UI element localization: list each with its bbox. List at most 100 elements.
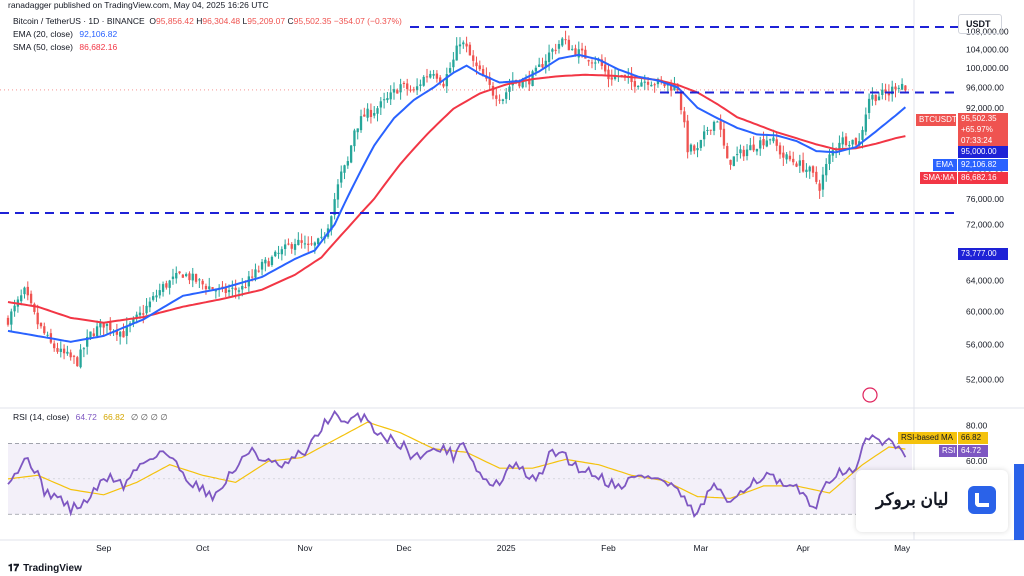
symbol-title[interactable]: Bitcoin / TetherUS · 1D · BINANCE bbox=[13, 16, 145, 26]
candle-body bbox=[330, 216, 333, 231]
high-value: 96,304.48 bbox=[202, 16, 241, 26]
candle-body bbox=[696, 148, 699, 151]
candle-body bbox=[765, 140, 768, 147]
candle-body bbox=[135, 314, 138, 319]
candle-body bbox=[72, 355, 76, 357]
candle-body bbox=[699, 139, 703, 148]
candle-body bbox=[871, 94, 874, 100]
candle-body bbox=[435, 73, 439, 79]
candle-body bbox=[554, 49, 557, 51]
candle-body bbox=[653, 84, 656, 86]
candle-body bbox=[613, 75, 617, 80]
close-label: C bbox=[287, 16, 294, 26]
legend-sma[interactable]: SMA (50, close) 86,682.16 bbox=[13, 42, 121, 52]
candle-body bbox=[848, 144, 851, 147]
btc-countdown-label: 07:33:24 bbox=[958, 135, 1008, 147]
candle-body bbox=[584, 49, 587, 59]
close-value: 95,502.35 bbox=[293, 16, 332, 26]
open-label: O bbox=[149, 16, 156, 26]
ohlc-header: Bitcoin / TetherUS · 1D · BINANCE O95,85… bbox=[13, 16, 402, 26]
price-tick-label: 52,000.00 bbox=[966, 375, 1004, 385]
legend-rsi-ma-value: 66.82 bbox=[103, 412, 125, 422]
candle-body bbox=[102, 322, 105, 328]
candle-body bbox=[861, 129, 864, 140]
candle-body bbox=[211, 287, 214, 290]
price-tick-label: 104,000.00 bbox=[966, 44, 1009, 54]
candle-body bbox=[171, 276, 175, 279]
candle-body bbox=[772, 137, 775, 142]
candle-body bbox=[36, 312, 39, 325]
legend-ema[interactable]: EMA (20, close) 92,106.82 bbox=[13, 29, 121, 39]
legend-ema-value: 92,106.82 bbox=[79, 29, 118, 39]
price-tick-label: 64,000.00 bbox=[966, 276, 1004, 286]
price-tick-label: 76,000.00 bbox=[966, 194, 1004, 204]
candle-body bbox=[161, 284, 165, 292]
candle-body bbox=[241, 286, 244, 290]
candle-body bbox=[838, 142, 841, 150]
candle-body bbox=[6, 317, 10, 325]
candle-body bbox=[10, 311, 13, 325]
candle-body bbox=[726, 146, 729, 159]
candle-body bbox=[495, 95, 498, 99]
time-tick-label: Sep bbox=[96, 543, 111, 553]
sma-tag: SMA:MA bbox=[920, 172, 957, 184]
candle-body bbox=[452, 59, 455, 68]
candle-body bbox=[280, 249, 283, 255]
candle-body bbox=[801, 160, 805, 172]
candle-body bbox=[683, 111, 686, 123]
candle-body bbox=[425, 76, 429, 78]
candle-body bbox=[828, 154, 831, 164]
candle-body bbox=[551, 49, 554, 52]
price-tick-label: 56,000.00 bbox=[966, 339, 1004, 349]
candle-body bbox=[439, 77, 442, 83]
candle-body bbox=[333, 199, 336, 216]
candle-body bbox=[792, 158, 795, 163]
candle-body bbox=[607, 69, 610, 80]
candle-body bbox=[99, 322, 102, 328]
candle-body bbox=[722, 128, 726, 146]
candle-body bbox=[640, 82, 643, 87]
candle-body bbox=[145, 305, 148, 314]
candle-body bbox=[574, 48, 577, 56]
candle-body bbox=[254, 269, 257, 278]
candle-body bbox=[422, 76, 425, 86]
candle-body bbox=[346, 161, 349, 166]
candle-body bbox=[62, 348, 66, 354]
currency-label: USDT bbox=[966, 19, 991, 29]
candle-body bbox=[534, 67, 538, 72]
candle-body bbox=[264, 259, 267, 264]
price-tick-label: 100,000.00 bbox=[966, 63, 1009, 73]
currency-selector[interactable] bbox=[958, 14, 1002, 34]
sma50-line bbox=[7, 73, 906, 324]
candle-body bbox=[567, 39, 571, 51]
candle-body bbox=[785, 154, 788, 160]
low-label: L bbox=[242, 16, 248, 26]
tradingview-logo[interactable]: 𝟏𝟕 TradingView bbox=[8, 563, 82, 574]
candle-body bbox=[201, 280, 204, 285]
candle-body bbox=[577, 49, 580, 58]
legend-rsi[interactable]: RSI (14, close) 64.72 66.82 ∅ ∅ ∅ ∅ bbox=[13, 412, 172, 423]
candle-body bbox=[518, 80, 521, 87]
price-tick-label: 108,000.00 bbox=[966, 26, 1009, 36]
candle-body bbox=[571, 48, 574, 50]
candle-body bbox=[646, 81, 650, 85]
candle-body bbox=[650, 84, 653, 87]
candle-body bbox=[600, 59, 604, 66]
candle-body bbox=[686, 120, 689, 153]
candle-body bbox=[369, 109, 373, 118]
time-tick-label: Feb bbox=[601, 543, 616, 553]
candle-body bbox=[303, 243, 307, 245]
candle-body bbox=[900, 83, 904, 90]
candle-body bbox=[92, 333, 95, 337]
candle-body bbox=[336, 184, 340, 200]
candle-body bbox=[864, 114, 867, 132]
candle-body bbox=[132, 318, 135, 324]
btcusdt-tag: BTCUSDT bbox=[916, 114, 957, 126]
candle-body bbox=[409, 89, 412, 91]
candle-body bbox=[468, 44, 472, 56]
candle-body bbox=[313, 242, 316, 246]
candle-body bbox=[53, 343, 56, 349]
candle-body bbox=[152, 296, 155, 300]
candle-body bbox=[475, 62, 478, 67]
